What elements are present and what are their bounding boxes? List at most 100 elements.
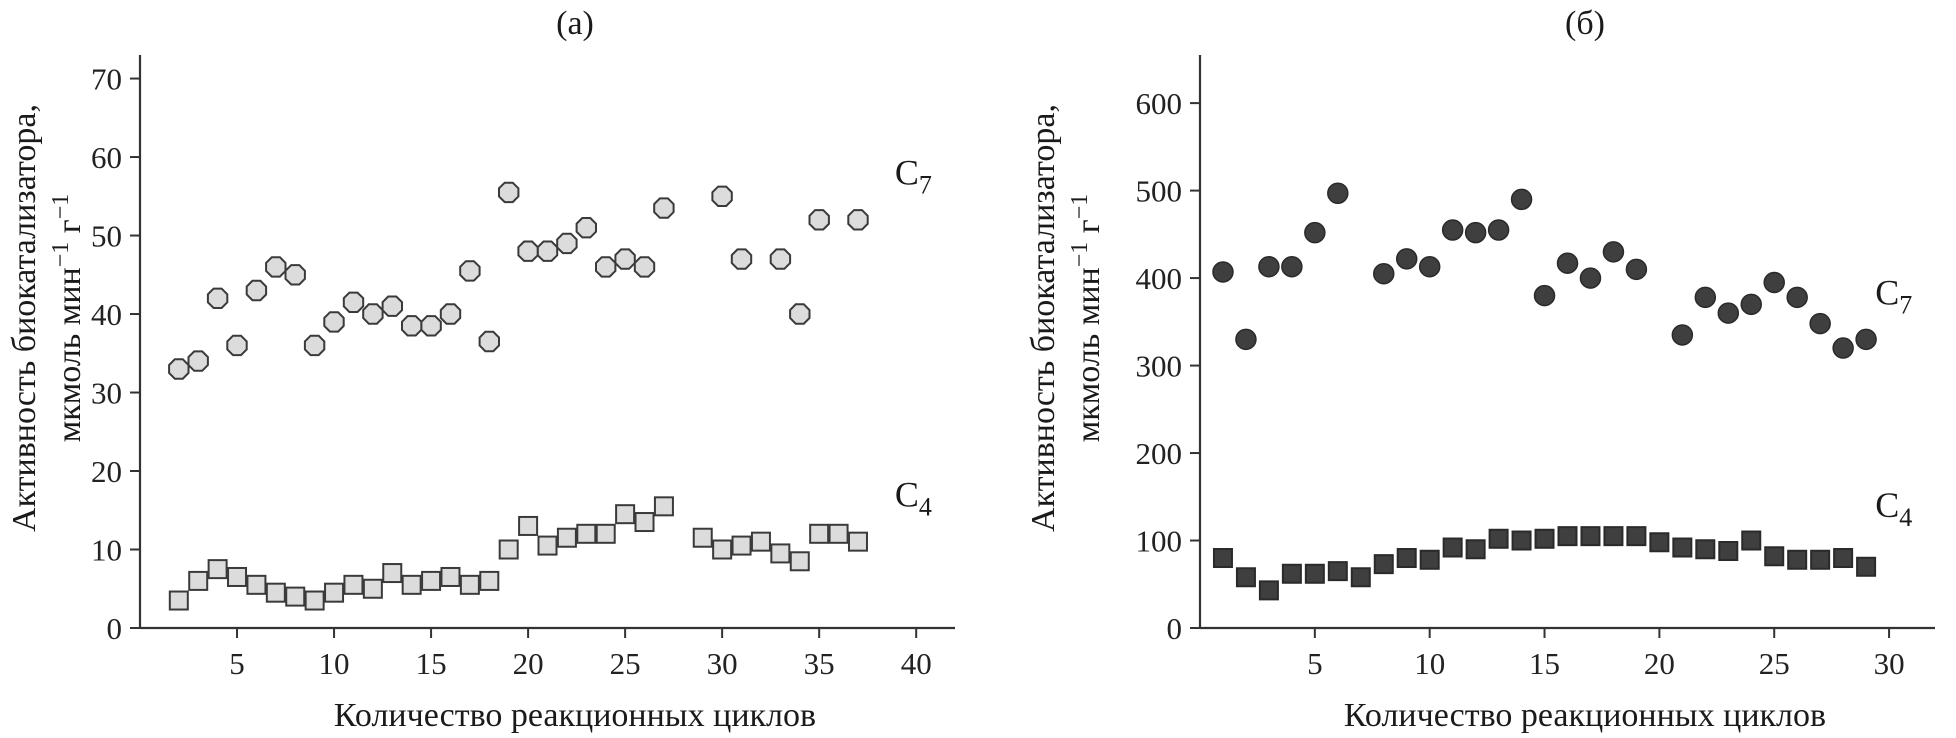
x-tick-label: 15 <box>1529 646 1560 681</box>
data-point-c7 <box>1602 241 1625 263</box>
data-point-c7 <box>633 256 656 278</box>
data-point-c4 <box>1695 539 1716 560</box>
data-point-c4 <box>188 570 209 591</box>
data-point-c7 <box>730 248 753 270</box>
data-point-c4 <box>1235 567 1256 588</box>
y-tick-label: 0 <box>1167 611 1183 646</box>
data-point-c4 <box>265 582 286 603</box>
data-point-c7 <box>711 185 733 207</box>
data-point-c7 <box>1235 328 1257 351</box>
data-point-c4 <box>1580 526 1601 547</box>
y-tick-label: 400 <box>1136 261 1183 296</box>
x-axis-label: Количество реакционных циклов <box>1344 697 1826 734</box>
data-point-c7 <box>556 232 578 255</box>
data-point-c4 <box>750 531 771 552</box>
chart-panel-a: (а) 0 10 20 30 40 50 60 70 5 10 15 20 25 30 35 40 Количес… <box>6 5 955 734</box>
y-tick-label: 100 <box>1136 524 1183 559</box>
data-point-c7 <box>1579 267 1602 289</box>
y-tick-label: 70 <box>91 62 122 97</box>
data-point-c7 <box>168 358 190 380</box>
data-point-c4 <box>1304 563 1325 584</box>
data-point-c7 <box>303 334 326 357</box>
data-point-c4 <box>731 535 752 556</box>
data-point-c4 <box>1833 548 1854 569</box>
data-point-c7 <box>420 315 442 337</box>
y-tick-label: 600 <box>1136 86 1183 121</box>
data-point-c4 <box>518 515 539 536</box>
data-point-c7 <box>1763 271 1785 294</box>
data-point-c4 <box>576 523 597 544</box>
data-point-c7 <box>1304 221 1326 244</box>
data-point-c7 <box>1258 255 1280 278</box>
data-point-c7 <box>1809 312 1831 335</box>
data-point-c4 <box>1350 567 1371 588</box>
data-point-c4 <box>459 574 480 595</box>
data-point-c4 <box>1396 548 1417 569</box>
panel-title-a: (а) <box>556 5 594 42</box>
data-point-c7 <box>342 291 365 313</box>
data-point-c4 <box>1764 546 1785 567</box>
chart-panel-b: (б) 0 100 200 300 400 500 600 5 10 15 20 25 30 Количес… <box>1025 5 1935 734</box>
x-tick-label: 10 <box>319 646 350 681</box>
data-point-c4 <box>1672 537 1693 558</box>
x-tick-label: 10 <box>1414 646 1445 681</box>
panel-title-b: (б) <box>1565 5 1605 42</box>
data-point-c7 <box>1487 219 1510 241</box>
data-point-c4 <box>712 539 733 560</box>
data-point-c4 <box>653 496 674 517</box>
data-point-c7 <box>323 311 345 333</box>
data-point-c7 <box>1373 262 1395 285</box>
data-point-c4 <box>1212 548 1233 569</box>
data-point-c7 <box>1556 252 1579 274</box>
data-point-c4 <box>498 539 519 560</box>
data-point-c4 <box>1649 532 1670 553</box>
data-point-c7 <box>478 330 500 353</box>
data-point-c4 <box>1856 556 1877 577</box>
data-point-c7 <box>789 303 811 325</box>
data-point-c4 <box>324 582 345 603</box>
x-tick-label: 5 <box>1307 646 1323 681</box>
data-point-c7 <box>1464 221 1487 244</box>
data-point-c4 <box>1373 554 1394 575</box>
data-point-c7 <box>1395 248 1418 270</box>
data-point-c4 <box>1327 561 1348 582</box>
y-tick-label: 50 <box>91 219 122 254</box>
x-tick-label: 5 <box>229 646 245 681</box>
x-tick-label: 25 <box>1759 646 1790 681</box>
data-point-c7 <box>284 264 306 286</box>
data-point-c7 <box>381 295 403 317</box>
data-point-c4 <box>343 574 364 595</box>
data-point-c4 <box>1258 580 1279 601</box>
data-point-c7 <box>1786 286 1808 309</box>
data-point-c4 <box>770 543 791 564</box>
y-tick-label: 500 <box>1136 174 1183 209</box>
data-point-c7 <box>517 240 539 262</box>
data-point-c4 <box>362 578 383 599</box>
y-tick-label: 30 <box>91 376 122 411</box>
series-label-c7: C7 <box>895 153 932 200</box>
data-point-c7 <box>1625 258 1648 281</box>
data-point-c4 <box>692 527 713 548</box>
data-point-c4 <box>595 523 616 544</box>
y-tick-label: 200 <box>1136 436 1183 471</box>
data-point-c7 <box>536 240 559 262</box>
y-tick-label: 60 <box>91 140 122 175</box>
data-point-c7 <box>575 217 597 239</box>
data-point-c4 <box>1511 530 1532 551</box>
data-point-c4 <box>227 566 248 587</box>
data-point-c7 <box>362 303 384 325</box>
x-tick-label: 20 <box>513 646 544 681</box>
data-point-c7 <box>245 279 268 302</box>
y-tick-label: 300 <box>1136 349 1183 384</box>
data-point-c4 <box>382 563 403 584</box>
data-point-c4 <box>1787 549 1808 570</box>
data-point-c7 <box>401 315 423 337</box>
y-tick-label: 20 <box>91 454 122 489</box>
data-point-c7 <box>1212 261 1234 283</box>
data-point-c7 <box>1740 293 1762 316</box>
data-point-c7 <box>808 209 830 231</box>
data-point-c4 <box>1488 528 1509 549</box>
data-point-c4 <box>615 504 636 525</box>
data-point-c7 <box>1510 188 1533 211</box>
data-point-c7 <box>459 260 481 282</box>
